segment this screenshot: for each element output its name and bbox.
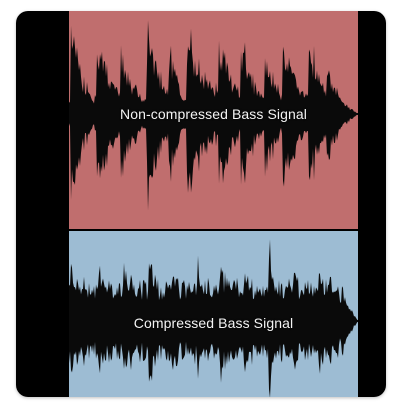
waveform-shape [69, 239, 358, 397]
compressed-label: Compressed Bass Signal [133, 315, 294, 331]
compressed-panel: Compressed Bass Signal [69, 231, 358, 397]
compressed-waveform [69, 239, 358, 397]
non-compressed-waveform [69, 20, 358, 211]
waveform-shape [69, 20, 358, 211]
non-compressed-label: Non-compressed Bass Signal [119, 106, 308, 122]
non-compressed-panel: Non-compressed Bass Signal [69, 11, 358, 229]
image-card: Non-compressed Bass Signal Compressed Ba… [16, 11, 386, 397]
